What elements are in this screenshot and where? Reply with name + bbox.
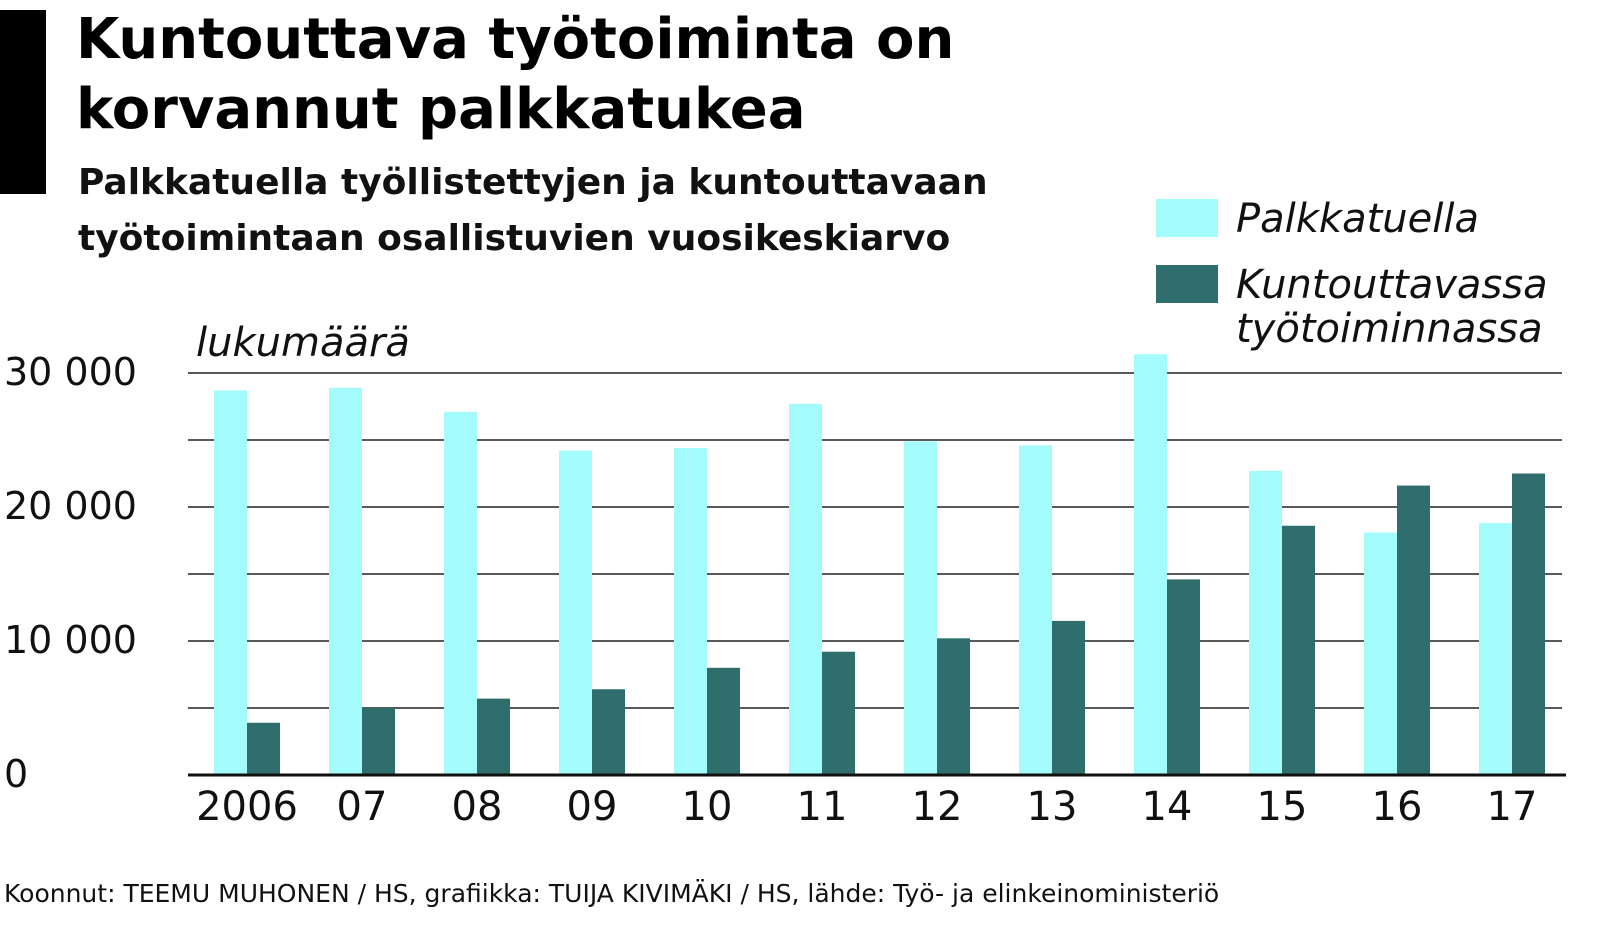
bars	[214, 354, 1545, 775]
bar-palkkatuella-09	[559, 450, 592, 775]
chart-subtitle-line-2: työtoimintaan osallistuvien vuosikeskiar…	[78, 218, 950, 259]
chart-title-line-1: Kuntouttava työtoiminta on	[76, 7, 954, 72]
bar-palkkatuella-16	[1364, 532, 1397, 775]
x-tick-label: 11	[797, 784, 848, 830]
x-tick-label: 16	[1372, 784, 1423, 830]
x-tick-label: 12	[912, 784, 963, 830]
legend-label-kuntouttavassa-line-1: Kuntouttavassa	[1236, 262, 1548, 308]
credits-line: Koonnut: TEEMU MUHONEN / HS, grafiikka: …	[4, 879, 1219, 908]
x-tick-label: 17	[1487, 784, 1538, 830]
bar-kuntouttavassa-08	[477, 698, 510, 775]
legend-swatch-kuntouttavassa	[1156, 265, 1218, 303]
bar-palkkatuella-10	[674, 448, 707, 775]
bar-kuntouttavassa-17	[1512, 473, 1545, 775]
y-tick-label: 30 000	[4, 350, 137, 394]
x-tick-label: 14	[1142, 784, 1193, 830]
bar-kuntouttavassa-2006	[247, 722, 280, 775]
title-accent-bar	[0, 10, 46, 194]
y-axis-unit-label: lukumäärä	[196, 320, 410, 366]
x-tick-label: 08	[452, 784, 503, 830]
bar-kuntouttavassa-11	[822, 651, 855, 775]
bar-kuntouttavassa-14	[1167, 579, 1200, 775]
x-axis-ticks: 2006 07 08 09 10 11 12 13 14 15 16 17	[196, 784, 1537, 830]
y-axis-ticks: 0 10 000 20 000 30 000	[4, 350, 137, 796]
x-tick-label: 07	[337, 784, 388, 830]
bar-palkkatuella-11	[789, 403, 822, 775]
x-tick-label: 13	[1027, 784, 1078, 830]
bar-kuntouttavassa-10	[707, 667, 740, 775]
gridlines	[188, 372, 1562, 709]
x-tick-label: 15	[1257, 784, 1308, 830]
bar-kuntouttavassa-16	[1397, 485, 1430, 775]
bar-palkkatuella-07	[329, 387, 362, 775]
legend-label-palkkatuella: Palkkatuella	[1236, 196, 1479, 242]
bar-palkkatuella-12	[904, 441, 937, 775]
bar-palkkatuella-17	[1479, 523, 1512, 775]
bar-kuntouttavassa-07	[362, 708, 395, 775]
chart-subtitle-line-1: Palkkatuella työllistettyjen ja kuntoutt…	[78, 162, 988, 203]
legend-swatch-palkkatuella	[1156, 199, 1218, 237]
y-tick-label: 20 000	[4, 484, 137, 528]
bar-palkkatuella-08	[444, 411, 477, 775]
bar-kuntouttavassa-09	[592, 689, 625, 775]
x-tick-label: 10	[682, 784, 733, 830]
chart-title-line-2: korvannut palkkatukea	[76, 77, 805, 142]
bar-palkkatuella-2006	[214, 390, 247, 775]
bar-kuntouttavassa-15	[1282, 525, 1315, 775]
y-tick-label: 10 000	[4, 618, 137, 662]
x-tick-label: 09	[567, 784, 618, 830]
legend-label-kuntouttavassa-line-2: työtoiminnassa	[1236, 306, 1543, 352]
bar-palkkatuella-14	[1134, 354, 1167, 775]
x-tick-label: 2006	[196, 784, 298, 830]
bar-kuntouttavassa-13	[1052, 620, 1085, 775]
y-tick-label: 0	[4, 752, 28, 796]
bar-palkkatuella-15	[1249, 470, 1282, 775]
bar-palkkatuella-13	[1019, 445, 1052, 775]
bar-kuntouttavassa-12	[937, 638, 970, 775]
